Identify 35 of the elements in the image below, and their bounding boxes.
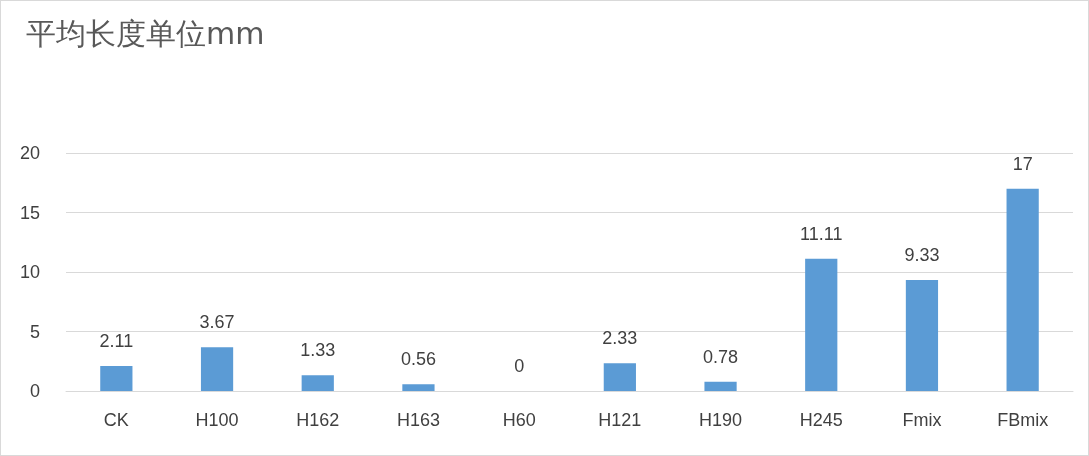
data-label: 1.33 [300, 340, 336, 361]
data-label: 2.11 [99, 330, 134, 351]
data-label: 17 [1012, 153, 1033, 174]
bar [200, 347, 234, 391]
y-tick-label: 5 [29, 321, 40, 342]
x-tick-label: H121 [598, 410, 642, 430]
data-label: 9.33 [904, 244, 940, 265]
y-tick-label: 20 [19, 143, 40, 163]
y-tick-label: 15 [19, 202, 40, 223]
bar [905, 279, 939, 391]
bar [603, 363, 636, 391]
data-label: 0 [514, 356, 525, 376]
x-tick-label: H190 [699, 410, 743, 430]
bar [805, 258, 838, 391]
x-tick-label: Fmix [902, 410, 942, 430]
x-tick-label: H162 [296, 410, 340, 430]
bar [704, 381, 737, 391]
y-tick-label: 0 [29, 381, 40, 401]
bar [402, 384, 435, 391]
data-label: 0.56 [400, 349, 436, 370]
chart-title: 平均长度单位mm [26, 15, 265, 51]
data-label: 11.11 [800, 223, 843, 244]
bar [1006, 188, 1039, 391]
x-tick-label: H163 [396, 410, 440, 430]
x-tick-label: H245 [799, 410, 843, 430]
data-label: 2.33 [602, 328, 638, 349]
x-tick-label: CK [103, 410, 129, 430]
x-tick-label: H60 [502, 410, 536, 430]
y-tick-label: 10 [19, 262, 40, 282]
bar [301, 375, 334, 391]
x-tick-label: FBmix [997, 410, 1049, 430]
x-tick-label: H100 [195, 410, 239, 430]
data-label: 0.78 [703, 346, 739, 367]
data-label: 3.67 [199, 312, 235, 333]
bar [100, 365, 133, 391]
